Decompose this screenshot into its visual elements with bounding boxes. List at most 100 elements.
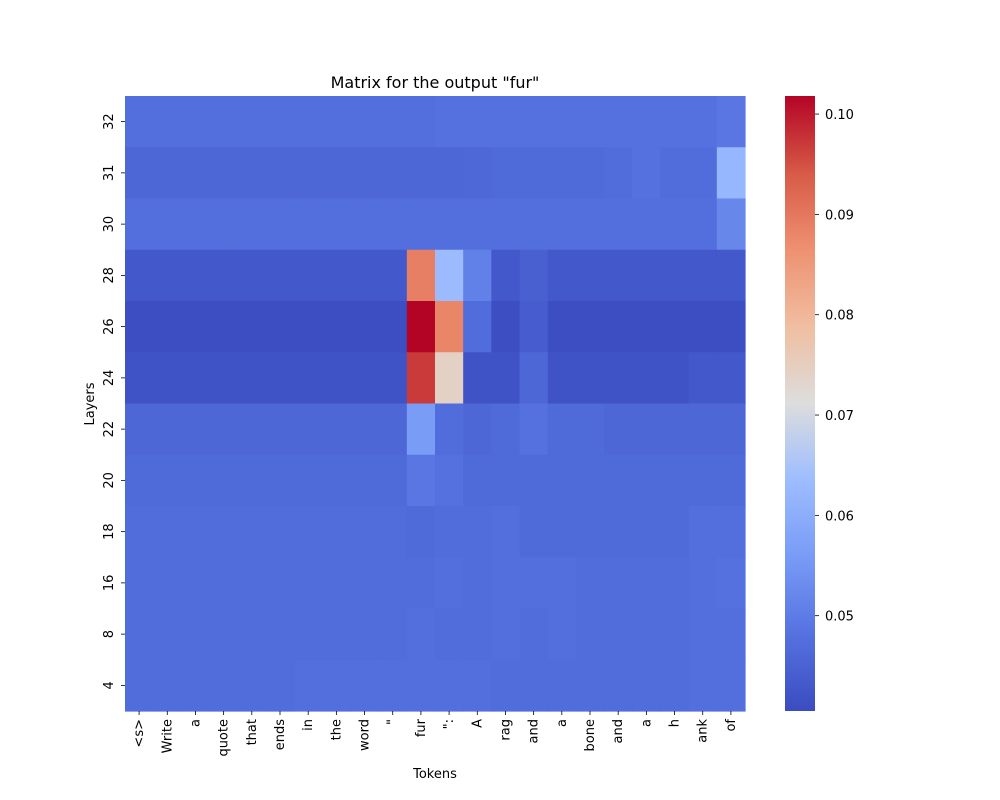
heatmap-cell xyxy=(265,608,295,661)
heatmap-cell xyxy=(294,198,323,251)
heatmap-cell xyxy=(209,506,239,558)
heatmap-cell xyxy=(491,659,521,712)
heatmap-cell xyxy=(350,659,380,712)
heatmap-cell xyxy=(491,249,521,302)
heatmap-cell xyxy=(153,249,182,302)
heatmap-cell xyxy=(181,96,211,148)
heatmap-cell xyxy=(435,198,464,251)
heatmap-cell xyxy=(350,147,380,200)
heatmap-cell xyxy=(688,352,718,405)
heatmap-cell xyxy=(547,454,577,507)
chart-title: Matrix for the output "fur" xyxy=(331,73,540,92)
heatmap-cell xyxy=(660,403,690,456)
heatmap-cell xyxy=(491,403,521,456)
x-tick-label: the xyxy=(329,719,344,740)
heatmap-cell xyxy=(632,557,662,610)
x-tick-label: a xyxy=(639,719,654,727)
x-tick-label: h xyxy=(668,719,683,727)
heatmap-cell xyxy=(435,301,464,353)
heatmap-cell xyxy=(237,301,267,353)
heatmap-cell xyxy=(153,403,182,456)
heatmap-cell xyxy=(435,659,464,712)
heatmap-cell xyxy=(547,198,577,251)
heatmap-cell xyxy=(604,301,633,353)
x-tick-label: ank xyxy=(696,719,711,743)
y-tick-label: 22 xyxy=(102,421,117,438)
heatmap-cell xyxy=(716,557,746,610)
heatmap-cell xyxy=(660,352,690,405)
heatmap-cell xyxy=(688,249,718,302)
heatmap-cell xyxy=(406,403,436,456)
heatmap-cell xyxy=(604,198,633,251)
heatmap-cell xyxy=(435,403,464,456)
heatmap-cell xyxy=(716,454,746,507)
heatmap-cell xyxy=(604,557,633,610)
heatmap-cell xyxy=(604,608,633,661)
heatmap-cell xyxy=(575,352,605,405)
heatmap-cell xyxy=(491,198,521,251)
heatmap-cell xyxy=(435,147,464,200)
heatmap-cell xyxy=(378,659,408,712)
heatmap-cell xyxy=(406,198,436,251)
heatmap-cell xyxy=(153,147,182,200)
heatmap-cell xyxy=(463,454,492,507)
heatmap-cell xyxy=(435,352,464,405)
colorbar-tick-label: 0.07 xyxy=(825,409,854,424)
heatmap-cell xyxy=(406,454,436,507)
heatmap-cell xyxy=(519,301,549,353)
heatmap-cell xyxy=(153,352,182,405)
heatmap-cell xyxy=(125,506,154,558)
heatmap-cell xyxy=(125,557,154,610)
heatmap-cell xyxy=(660,96,690,148)
colorbar-tick-label: 0.06 xyxy=(825,509,854,524)
heatmap-cell xyxy=(181,198,211,251)
heatmap-cell xyxy=(547,659,577,712)
heatmap-cell xyxy=(181,454,211,507)
x-tick-label: bone xyxy=(583,719,598,751)
heatmap-cell xyxy=(350,198,380,251)
heatmap-cell xyxy=(632,352,662,405)
heatmap-cell xyxy=(604,249,633,302)
heatmap-cell xyxy=(406,557,436,610)
heatmap-cell xyxy=(378,147,408,200)
heatmap-cell xyxy=(716,352,746,405)
heatmap-cell xyxy=(125,403,154,456)
heatmap-cell xyxy=(294,301,323,353)
heatmap-cell xyxy=(237,147,267,200)
heatmap-cell xyxy=(463,659,492,712)
heatmap-cell xyxy=(716,659,746,712)
heatmap-cell xyxy=(125,249,154,302)
heatmap-cell xyxy=(181,506,211,558)
heatmap-cell xyxy=(406,301,436,353)
heatmap-cell xyxy=(181,352,211,405)
heatmap-cell xyxy=(604,403,633,456)
heatmap-cell xyxy=(435,557,464,610)
heatmap-cell xyxy=(491,557,521,610)
heatmap-cell xyxy=(237,96,267,148)
heatmap-cell xyxy=(688,506,718,558)
heatmap-cell xyxy=(519,249,549,302)
heatmap-cell xyxy=(632,454,662,507)
heatmap-cell xyxy=(153,96,182,148)
heatmap-cell xyxy=(491,301,521,353)
heatmap-cell xyxy=(153,659,182,712)
heatmap-cell xyxy=(604,96,633,148)
heatmap-cell xyxy=(632,301,662,353)
heatmap-cell xyxy=(322,608,352,661)
heatmap-cell xyxy=(463,249,492,302)
heatmap-cell xyxy=(378,249,408,302)
heatmap-cell xyxy=(688,147,718,200)
heatmap-cell xyxy=(294,147,323,200)
heatmap-cell xyxy=(519,454,549,507)
heatmap-cell xyxy=(547,249,577,302)
heatmap-cell xyxy=(491,608,521,661)
heatmap-cell xyxy=(125,96,154,148)
heatmap-cell xyxy=(491,454,521,507)
heatmap-cell xyxy=(125,198,154,251)
heatmap-cell xyxy=(716,403,746,456)
colorbar-tick-label: 0.08 xyxy=(825,309,854,324)
colorbar-tick-label: 0.10 xyxy=(825,108,854,123)
heatmap-cell xyxy=(547,96,577,148)
